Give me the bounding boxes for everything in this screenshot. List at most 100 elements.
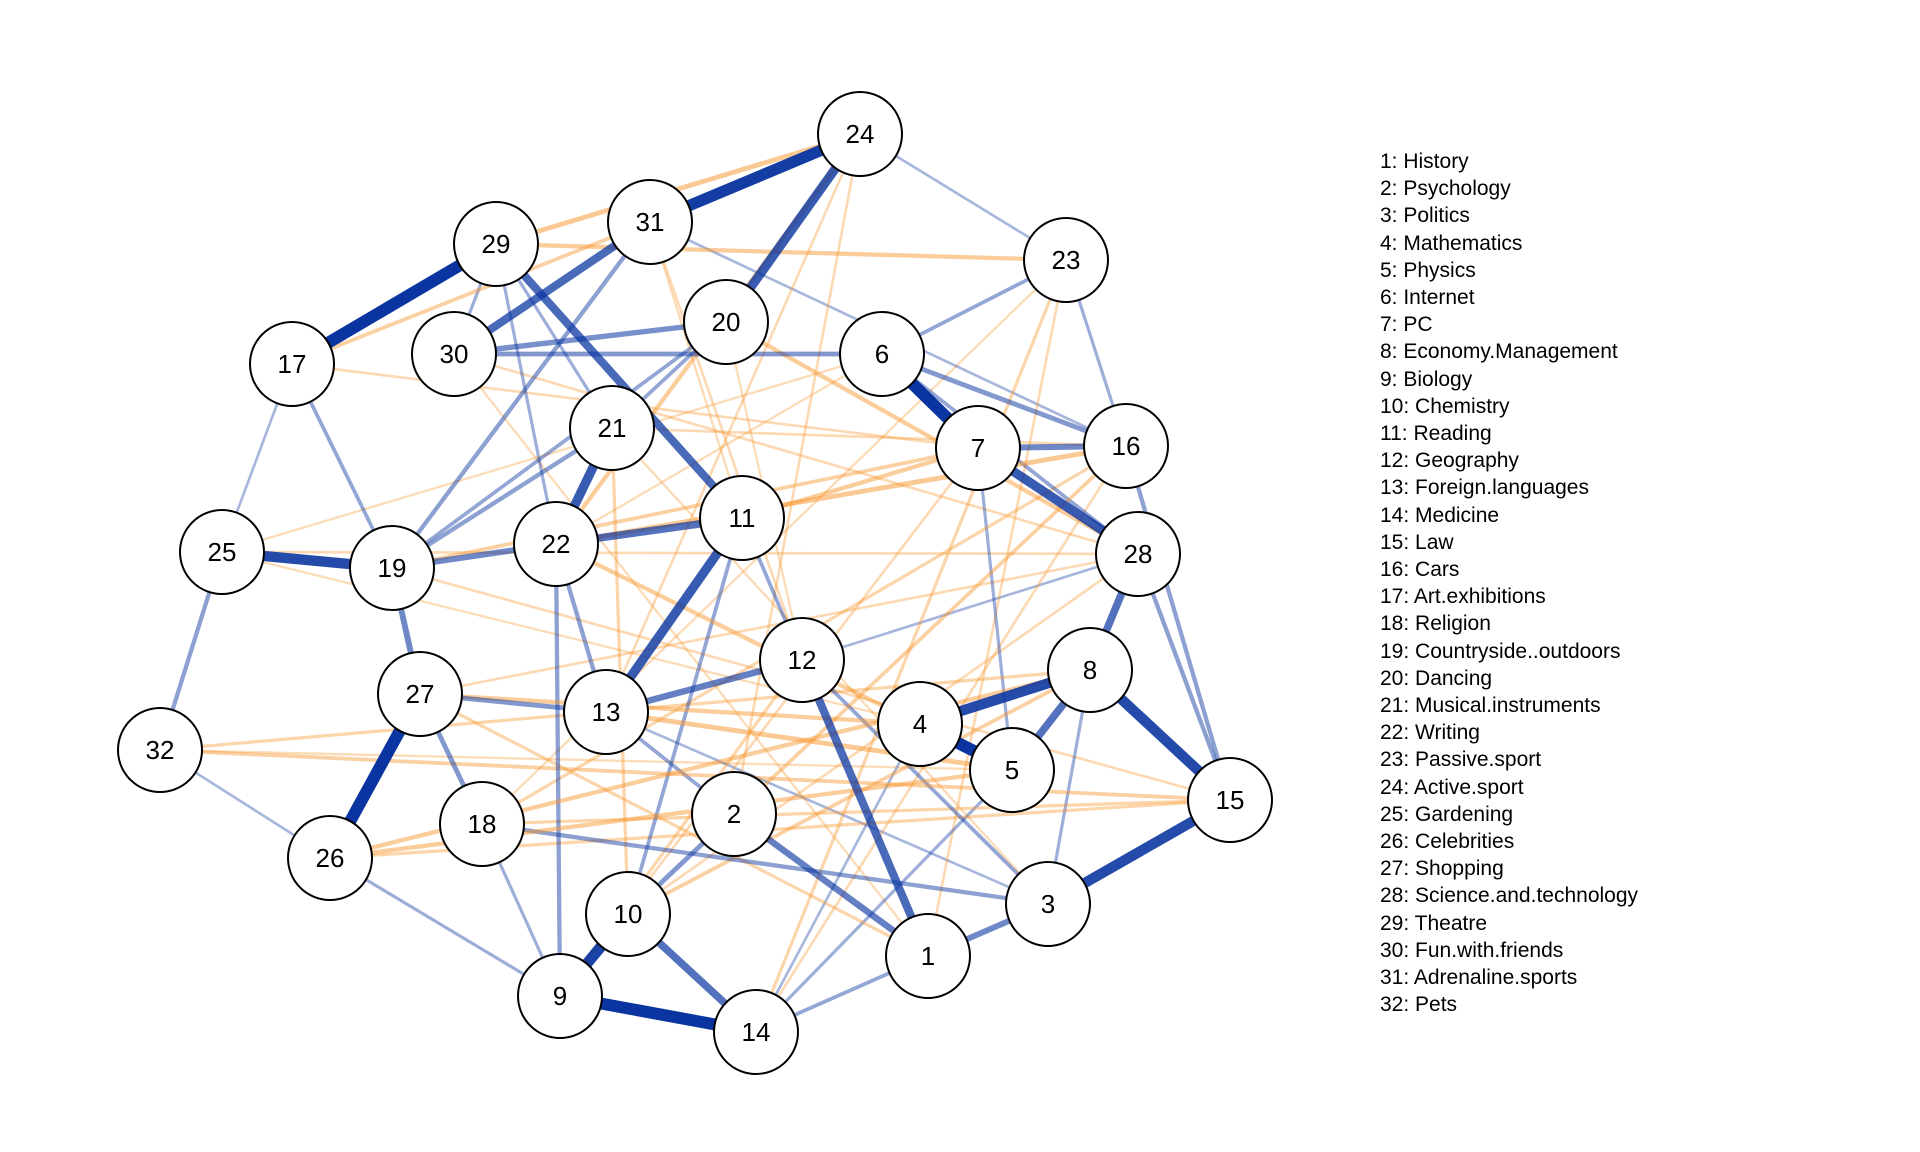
node-28: 28 [1095,511,1181,597]
node-label-12: 12 [788,645,817,675]
legend-item: 17: Art.exhibitions [1380,585,1546,609]
legend-item: 11: Reading [1380,422,1492,446]
node-circle-3 [1005,861,1091,947]
node-label-23: 23 [1052,245,1081,275]
node-6: 6 [839,311,925,397]
legend-item: 30: Fun.with.friends [1380,938,1564,962]
edge-30-28 [452,352,1140,556]
node-circle-22 [513,501,599,587]
edge-14-23 [754,258,1068,1034]
node-circle-5 [969,727,1055,813]
node-circle-19 [349,525,435,611]
edge-27-4 [417,691,923,727]
node-8: 8 [1047,627,1133,713]
node-20: 20 [683,279,769,365]
legend: 1: History 2: Psychology 3: Politics 4: Mat… [1380,148,1638,1019]
node-circle-1 [885,913,971,999]
edge-2-24 [732,132,862,816]
node-11: 11 [699,475,785,561]
node-label-26: 26 [316,843,345,873]
legend-item: 9: Biology [1380,367,1473,391]
node-circle-20 [683,279,769,365]
node-17: 17 [249,321,335,407]
legend-item: 7: PC [1380,313,1433,337]
node-label-20: 20 [712,307,741,337]
node-circle-2 [691,771,777,857]
legend-item: 14: Medicine [1380,503,1500,527]
node-circle-17 [249,321,335,407]
node-label-4: 4 [913,709,927,739]
node-circle-7 [935,405,1021,491]
node-circle-21 [569,385,655,471]
node-label-28: 28 [1124,539,1153,569]
node-23: 23 [1023,217,1109,303]
node-26: 26 [287,815,373,901]
node-circle-27 [377,651,463,737]
node-22: 22 [513,501,599,587]
edge-21-19 [389,425,615,571]
edge-22-9 [553,541,563,999]
edge-18-15 [480,798,1232,826]
node-7: 7 [935,405,1021,491]
legend-item: 22: Writing [1380,721,1480,745]
node-circle-4 [877,681,963,767]
edge-12-28 [800,552,1140,662]
legend-item: 32: Pets [1380,993,1458,1017]
node-24: 24 [817,91,903,177]
node-label-14: 14 [742,1017,771,1047]
edge-13-5 [603,709,1015,773]
node-2: 2 [691,771,777,857]
node-circle-31 [607,179,693,265]
legend-item: 19: Countryside..outdoors [1380,639,1621,663]
edge-32-15 [158,748,1232,802]
node-circle-6 [839,311,925,397]
node-circle-24 [817,91,903,177]
edge-10-21 [610,426,630,916]
node-label-19: 19 [378,553,407,583]
node-circle-10 [585,871,671,957]
legend-item: 1: History [1380,150,1469,173]
legend-item: 18: Religion [1380,612,1491,636]
edge-24-29 [493,131,863,247]
node-circle-14 [713,989,799,1075]
node-18: 18 [439,781,525,867]
node-circle-16 [1083,403,1169,489]
legend-item: 24: Active.sport [1380,775,1524,799]
node-circle-15 [1187,757,1273,843]
node-label-29: 29 [482,229,511,259]
edge-6-16 [879,351,1129,449]
node-circle-26 [287,815,373,901]
legend-item: 27: Shopping [1380,857,1504,881]
legend-item: 31: Adrenaline.sports [1380,966,1578,990]
node-circle-32 [117,707,203,793]
edge-19-7 [390,446,980,570]
node-label-11: 11 [729,503,756,533]
node-circle-13 [563,669,649,755]
legend-item: 12: Geography [1380,449,1519,473]
legend-item: 15: Law [1380,530,1454,554]
legend-item: 5: Physics [1380,258,1476,282]
edge-27-1 [418,692,930,958]
legend-item: 2: Psychology [1380,177,1511,201]
legend-item: 16: Cars [1380,558,1460,582]
edge-11-31 [648,220,744,520]
node-19: 19 [349,525,435,611]
node-circle-8 [1047,627,1133,713]
edge-1-23 [926,258,1068,958]
node-label-27: 27 [406,679,435,709]
node-25: 25 [179,509,265,595]
node-label-8: 8 [1083,655,1097,685]
edge-20-28 [723,319,1141,557]
node-label-10: 10 [614,899,643,929]
node-circle-9 [517,953,603,1039]
node-label-6: 6 [875,339,889,369]
node-15: 15 [1187,757,1273,843]
edge-32-5 [158,748,1014,772]
node-10: 10 [585,871,671,957]
edge-16-15 [1123,443,1233,803]
edge-11-10 [626,516,744,916]
node-layer: 1234567891011121314151617181920212223242… [117,91,1273,1075]
edge-29-11 [491,239,747,523]
node-circle-12 [759,617,845,703]
